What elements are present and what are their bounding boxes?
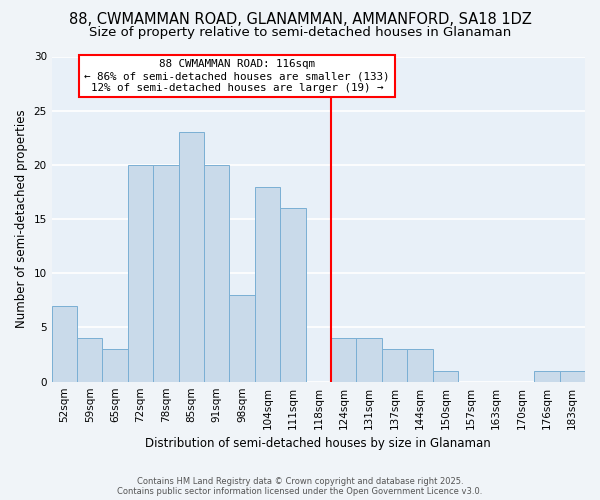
Bar — [179, 132, 204, 382]
Bar — [255, 186, 280, 382]
Text: 88, CWMAMMAN ROAD, GLANAMMAN, AMMANFORD, SA18 1DZ: 88, CWMAMMAN ROAD, GLANAMMAN, AMMANFORD,… — [68, 12, 532, 28]
Text: Contains HM Land Registry data © Crown copyright and database right 2025.
Contai: Contains HM Land Registry data © Crown c… — [118, 476, 482, 496]
Bar — [229, 295, 255, 382]
Bar — [128, 165, 153, 382]
Bar — [103, 349, 128, 382]
Bar — [356, 338, 382, 382]
Text: 88 CWMAMMAN ROAD: 116sqm
← 86% of semi-detached houses are smaller (133)
12% of : 88 CWMAMMAN ROAD: 116sqm ← 86% of semi-d… — [85, 60, 390, 92]
X-axis label: Distribution of semi-detached houses by size in Glanaman: Distribution of semi-detached houses by … — [145, 437, 491, 450]
Bar — [534, 371, 560, 382]
Bar — [382, 349, 407, 382]
Bar — [560, 371, 585, 382]
Bar — [204, 165, 229, 382]
Bar — [331, 338, 356, 382]
Bar — [407, 349, 433, 382]
Bar — [280, 208, 305, 382]
Bar — [77, 338, 103, 382]
Bar — [52, 306, 77, 382]
Bar — [433, 371, 458, 382]
Text: Size of property relative to semi-detached houses in Glanaman: Size of property relative to semi-detach… — [89, 26, 511, 39]
Y-axis label: Number of semi-detached properties: Number of semi-detached properties — [15, 110, 28, 328]
Bar — [153, 165, 179, 382]
